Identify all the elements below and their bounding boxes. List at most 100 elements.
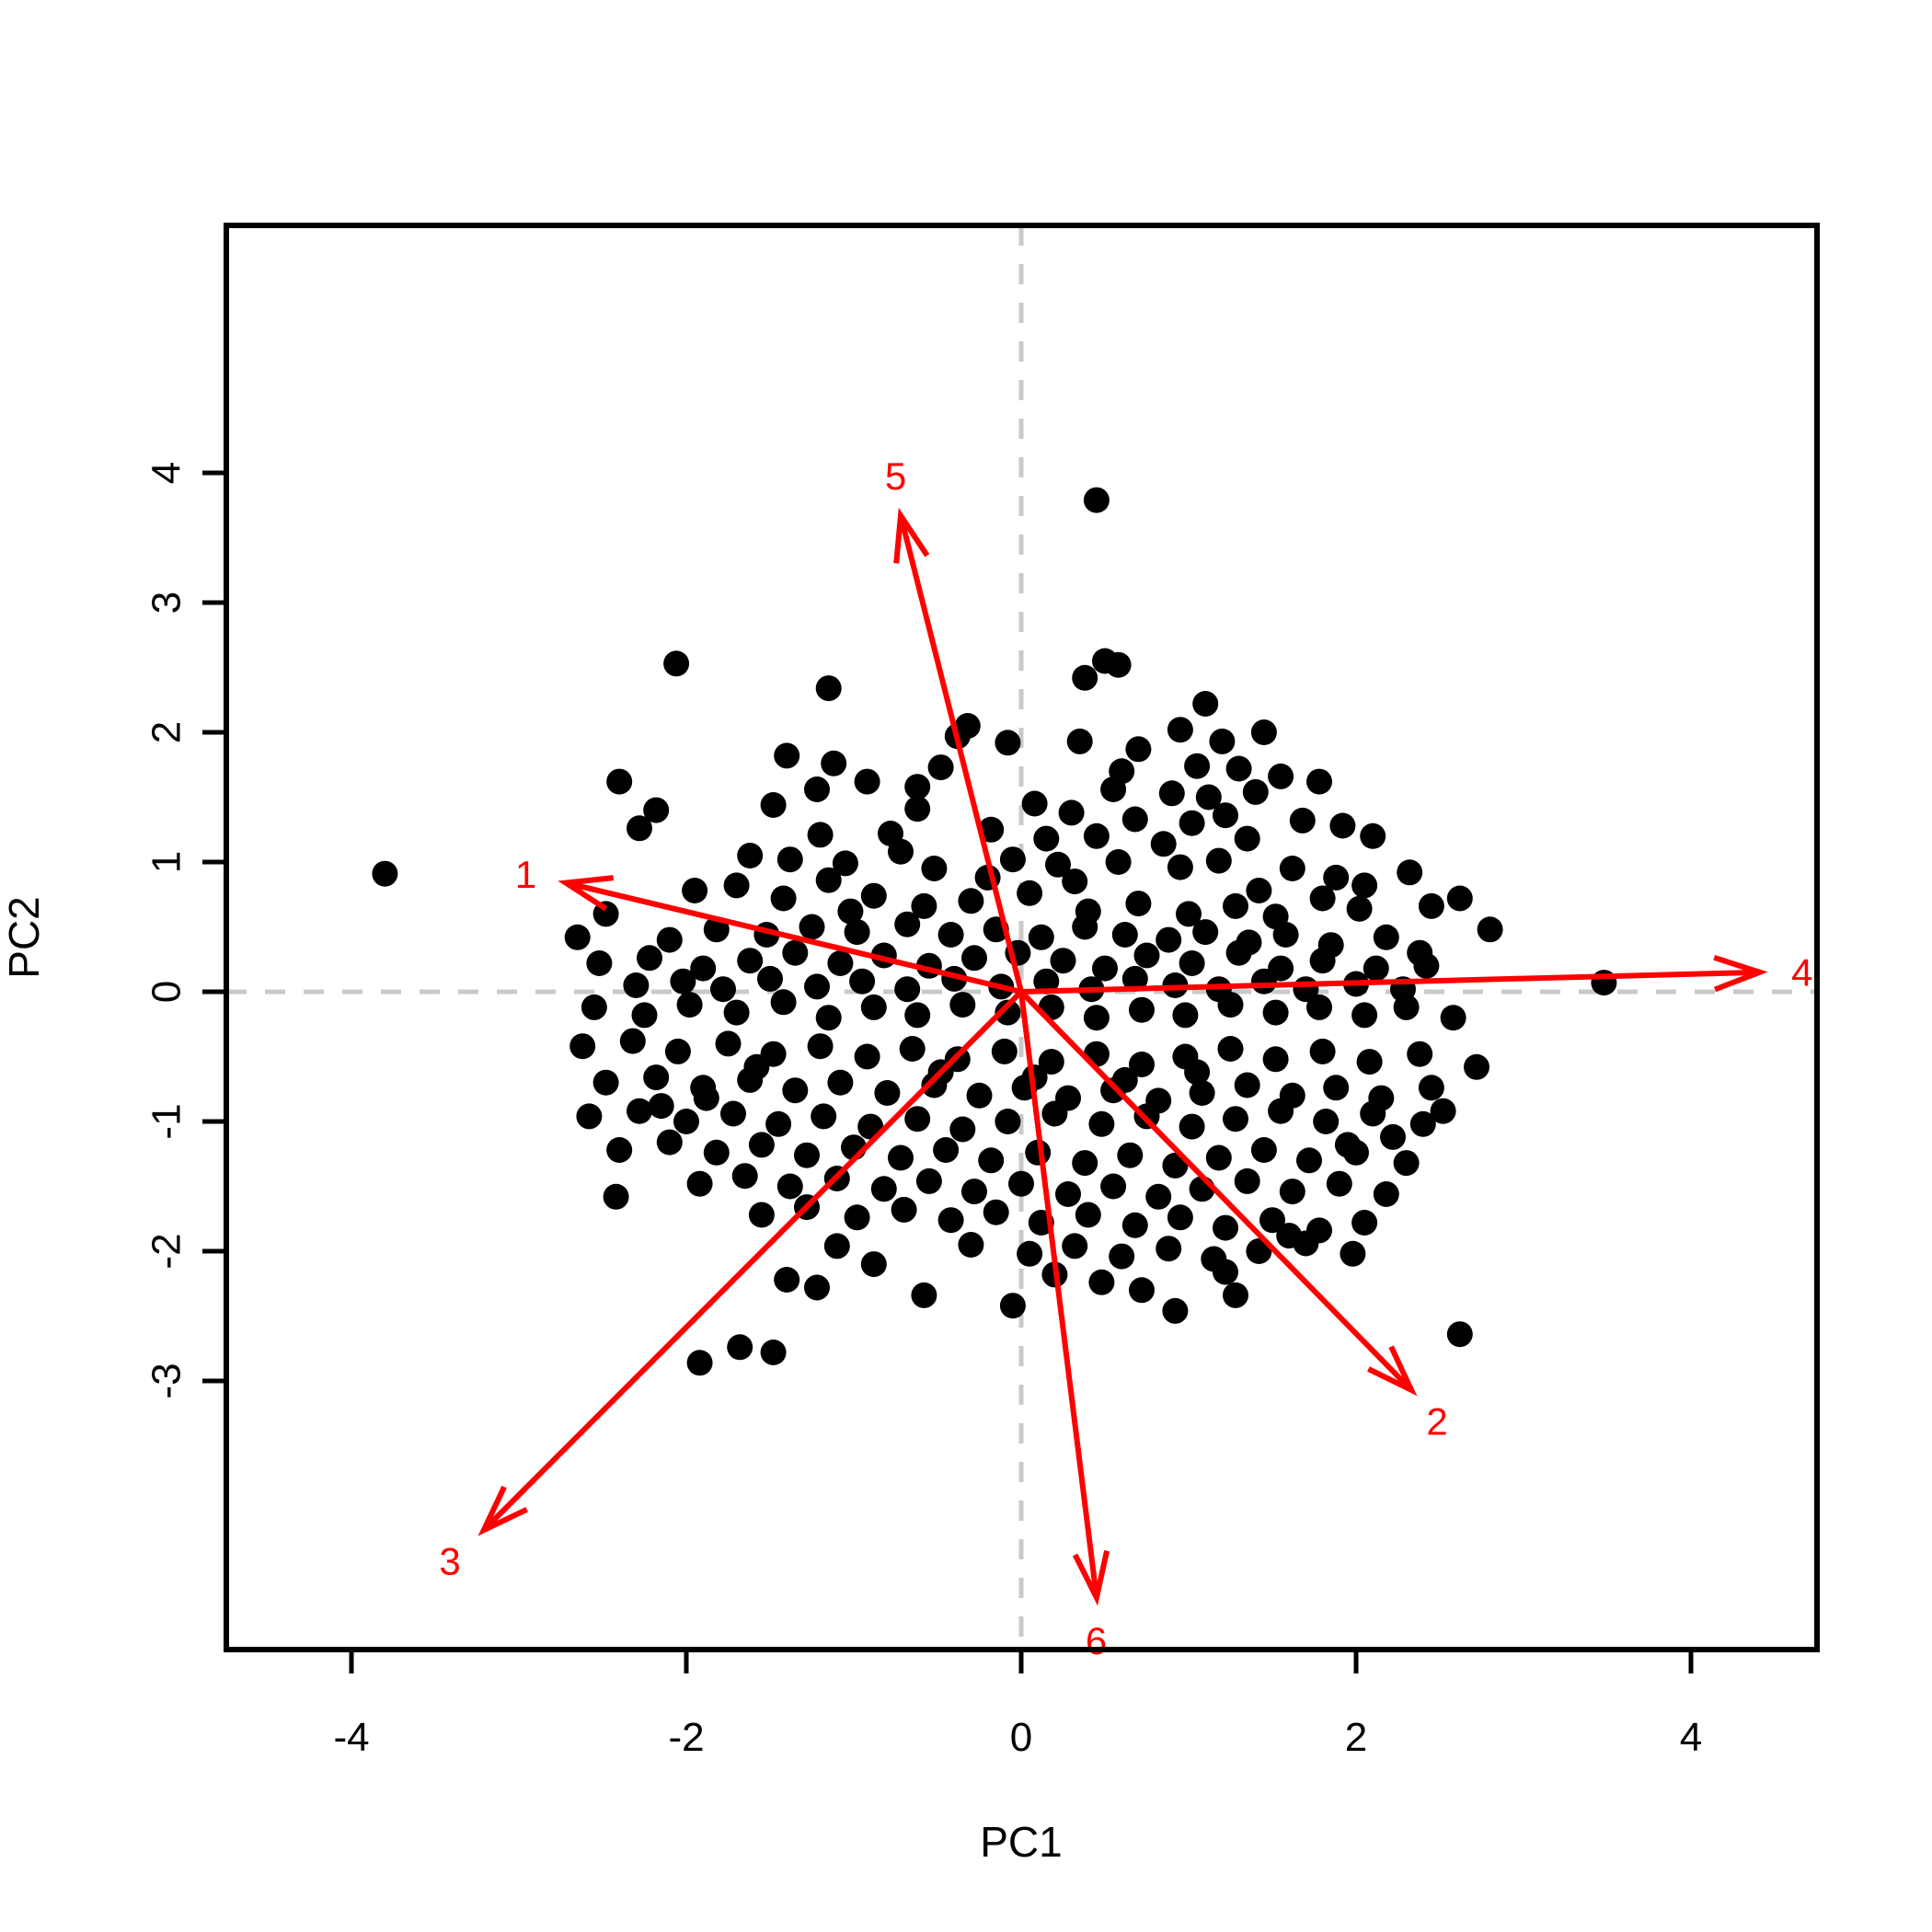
scatter-point	[1268, 1098, 1294, 1124]
scatter-point	[1323, 864, 1350, 891]
scatter-point	[760, 792, 787, 818]
scatter-point	[1213, 802, 1238, 829]
scatter-point	[854, 768, 880, 795]
scatter-point	[1179, 1113, 1205, 1140]
scatter-point	[1234, 1072, 1260, 1098]
scatter-point	[899, 1036, 926, 1062]
scatter-point	[1464, 1053, 1489, 1080]
scatter-point	[1272, 922, 1299, 948]
scatter-point	[623, 972, 650, 998]
scatter-point	[837, 898, 864, 925]
scatter-point	[1223, 1106, 1248, 1133]
scatter-point	[643, 1064, 670, 1091]
scatter-point	[1050, 948, 1076, 974]
scatter-point	[619, 1028, 646, 1054]
scatter-point	[804, 973, 830, 1000]
scatter-point	[891, 1196, 917, 1223]
scatter-point	[1129, 1052, 1155, 1077]
scatter-point	[774, 1267, 800, 1293]
scatter-point	[874, 1080, 901, 1106]
scatter-point	[995, 999, 1021, 1026]
scatter-point	[1176, 901, 1202, 927]
scatter-point	[748, 1202, 775, 1228]
scatter-point	[1066, 728, 1093, 754]
scatter-point	[904, 774, 931, 800]
vector-shaft	[481, 989, 1024, 1533]
scatter-point	[1033, 968, 1060, 995]
y-tick-label: 0	[144, 981, 189, 1003]
scatter-point	[832, 850, 858, 877]
scatter-point	[1195, 784, 1222, 811]
vector-arrowhead	[477, 1485, 528, 1536]
scatter-point	[1033, 825, 1060, 852]
scatter-point	[1234, 825, 1260, 852]
scatter-point	[1213, 1214, 1238, 1241]
scatter-point	[586, 950, 613, 976]
scatter-point	[815, 675, 842, 702]
vector-shaft	[565, 880, 1022, 995]
scatter-point	[703, 1139, 730, 1166]
scatter-point	[958, 1232, 984, 1258]
scatter-point	[1309, 948, 1336, 974]
scatter-point	[961, 945, 987, 972]
scatter-point	[1156, 926, 1182, 953]
scatter-point	[656, 1129, 683, 1156]
scatter-point	[1262, 1046, 1289, 1073]
scatter-point	[888, 838, 914, 865]
scatter-point	[670, 968, 696, 995]
scatter-point	[1062, 1233, 1088, 1259]
scatter-point	[723, 872, 750, 899]
scatter-point	[1205, 847, 1232, 874]
scatter-point	[1373, 1181, 1399, 1207]
scatter-point	[1351, 1002, 1378, 1029]
scatter-point	[827, 950, 854, 976]
scatter-point	[1242, 778, 1269, 805]
scatter-point	[637, 945, 662, 972]
scatter-point	[937, 922, 964, 948]
scatter-point	[564, 924, 591, 950]
scatter-point	[1017, 1240, 1043, 1267]
scatter-point	[1430, 1098, 1456, 1124]
y-tick-label: 2	[144, 721, 189, 743]
x-axis-title: PC1	[980, 1818, 1062, 1866]
scatter-point	[1172, 1002, 1199, 1029]
scatter-point	[1289, 807, 1316, 834]
scatter-point	[1477, 916, 1503, 943]
scatter-point	[1393, 1150, 1420, 1177]
scatter-point	[1105, 651, 1132, 678]
scatter-point	[686, 1350, 713, 1376]
scatter-point	[1407, 1041, 1433, 1067]
scatter-point	[1062, 868, 1088, 895]
vector-label-1: 1	[515, 853, 536, 896]
scatter-point	[794, 1142, 820, 1168]
scatter-point	[807, 822, 834, 848]
scatter-point	[991, 1038, 1018, 1064]
scatter-point	[904, 1002, 931, 1029]
scatter-point	[904, 1106, 931, 1133]
scatter-point	[1351, 1210, 1378, 1236]
scatter-point	[894, 911, 921, 937]
scatter-point	[911, 1282, 937, 1308]
scatter-point	[1397, 859, 1423, 886]
scatter-point	[1329, 812, 1356, 839]
scatter-point	[1109, 1243, 1135, 1270]
scatter-point	[1262, 999, 1289, 1026]
scatter-point	[1111, 922, 1138, 948]
scatter-point	[1162, 1297, 1189, 1324]
scatter-point	[1192, 691, 1219, 717]
scatter-point	[682, 878, 708, 903]
scatter-point	[782, 1077, 809, 1104]
scatter-point	[1017, 880, 1043, 906]
scatter-point	[1145, 1183, 1172, 1210]
vector-label-2: 2	[1426, 1400, 1447, 1443]
scatter-point	[782, 939, 809, 966]
scatter-point	[821, 750, 847, 776]
scatter-point	[888, 1144, 914, 1171]
y-tick-label: -1	[144, 1103, 189, 1139]
scatter-point	[743, 1053, 770, 1080]
scatter-point	[627, 815, 652, 842]
scatter-point	[1158, 780, 1185, 807]
scatter-point	[1446, 885, 1473, 912]
scatter-point	[1072, 664, 1098, 691]
